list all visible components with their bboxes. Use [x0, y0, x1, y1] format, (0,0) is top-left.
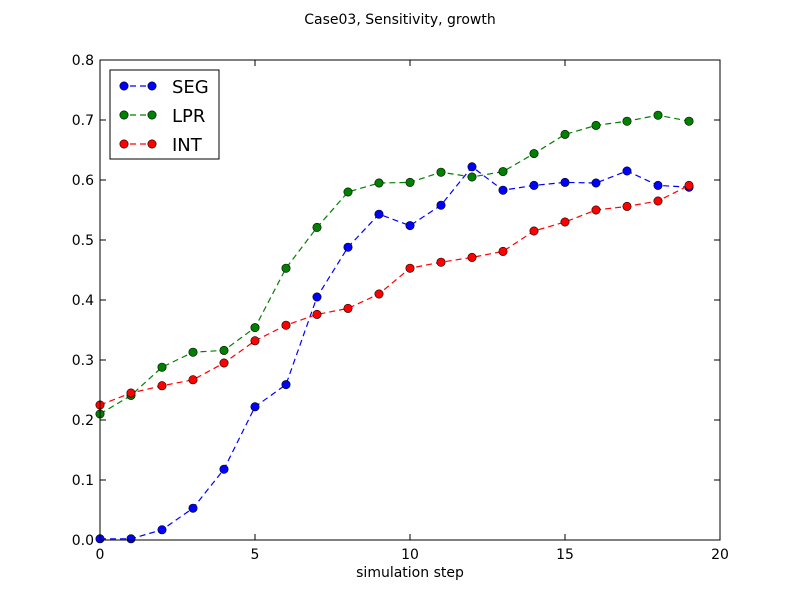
series-line-seg	[100, 165, 690, 540]
y-tick-label: 0.8	[72, 53, 94, 69]
data-point-seg	[312, 292, 322, 302]
data-point-int	[653, 196, 663, 206]
data-point-int	[591, 205, 601, 215]
x-tick-label: 20	[711, 547, 729, 563]
y-tick-label: 0.1	[72, 473, 94, 489]
series-line-lpr	[99, 114, 690, 415]
y-tick-label: 0.4	[72, 293, 94, 309]
data-point-int	[312, 309, 322, 319]
plot-border	[99, 59, 721, 541]
data-point-lpr	[560, 129, 570, 139]
legend-marker	[147, 110, 157, 120]
data-point-lpr	[405, 177, 415, 187]
data-point-int	[436, 257, 446, 267]
legend-marker	[119, 139, 129, 149]
data-point-seg	[498, 185, 508, 195]
legend-marker	[147, 81, 157, 91]
data-point-int	[498, 246, 508, 256]
data-point-seg	[126, 534, 136, 544]
data-point-int	[684, 180, 694, 190]
data-point-seg	[219, 464, 229, 474]
data-point-int	[622, 201, 632, 211]
data-point-lpr	[591, 120, 601, 130]
data-point-seg	[560, 177, 570, 187]
legend-item-seg: SEG	[119, 77, 209, 98]
y-tick-label: 0.0	[72, 533, 94, 549]
legend-marker	[119, 110, 129, 120]
data-point-int	[374, 289, 384, 299]
y-tick-label: 0.5	[72, 233, 94, 249]
x-tick-label: 15	[556, 547, 574, 563]
y-tick-label: 0.7	[72, 113, 94, 129]
data-point-lpr	[529, 149, 539, 159]
data-point-lpr	[436, 167, 446, 177]
chart-title: Case03, Sensitivity, growth	[304, 12, 495, 28]
tick-labels: 0 5 10 15 20 0.0 0.1 0.2 0.3 0.4 0.5 0.6 0.7 0.8	[72, 53, 729, 563]
legend-marker	[147, 139, 157, 149]
y-tick-label: 0.2	[72, 413, 94, 429]
data-point-int	[219, 358, 229, 368]
data-point-int	[529, 226, 539, 236]
x-tick-label: 0	[96, 547, 105, 563]
data-point-int	[405, 263, 415, 273]
data-point-lpr	[684, 116, 694, 126]
data-point-seg	[374, 209, 384, 219]
data-point-lpr	[622, 116, 632, 126]
data-point-lpr	[188, 347, 198, 357]
data-point-seg	[157, 525, 167, 535]
legend-label: LPR	[172, 106, 205, 127]
legend-marker	[119, 81, 129, 91]
series-layer	[95, 110, 694, 544]
x-axis-label: simulation step	[356, 565, 464, 581]
y-tick-label: 0.6	[72, 173, 94, 189]
data-point-lpr	[498, 167, 508, 177]
data-point-int	[281, 320, 291, 330]
data-point-int	[188, 375, 198, 385]
data-point-lpr	[312, 222, 322, 232]
data-point-seg	[281, 380, 291, 390]
data-point-seg	[250, 402, 260, 412]
data-point-seg	[622, 166, 632, 176]
data-point-int	[343, 303, 353, 313]
data-point-seg	[436, 200, 446, 210]
data-point-lpr	[157, 362, 167, 372]
data-point-seg	[467, 162, 477, 172]
legend-label: SEG	[172, 77, 209, 98]
data-point-lpr	[281, 263, 291, 273]
data-point-seg	[188, 503, 198, 513]
x-tick-label: 5	[251, 547, 260, 563]
data-point-seg	[343, 242, 353, 252]
data-point-int	[467, 252, 477, 262]
data-point-int	[250, 336, 260, 346]
series-line-int	[99, 184, 690, 406]
y-tick-label: 0.3	[72, 353, 94, 369]
series-int	[95, 180, 694, 410]
data-point-lpr	[250, 323, 260, 333]
x-tick-label: 10	[401, 547, 419, 563]
data-point-int	[157, 381, 167, 391]
data-point-seg	[591, 178, 601, 188]
data-point-lpr	[653, 110, 663, 120]
data-point-seg	[405, 221, 415, 231]
series-seg	[95, 162, 694, 544]
series-lpr	[95, 110, 694, 419]
data-point-lpr	[343, 187, 353, 197]
data-point-int	[126, 388, 136, 398]
legend-item-lpr: LPR	[119, 106, 205, 127]
data-point-int	[560, 217, 570, 227]
legend: SEG LPR INT	[109, 69, 220, 160]
data-point-lpr	[374, 178, 384, 188]
data-point-seg	[529, 180, 539, 190]
data-point-seg	[653, 180, 663, 190]
legend-label: INT	[172, 135, 203, 156]
data-point-lpr	[467, 172, 477, 182]
legend-item-int: INT	[119, 135, 203, 156]
data-point-lpr	[219, 345, 229, 355]
